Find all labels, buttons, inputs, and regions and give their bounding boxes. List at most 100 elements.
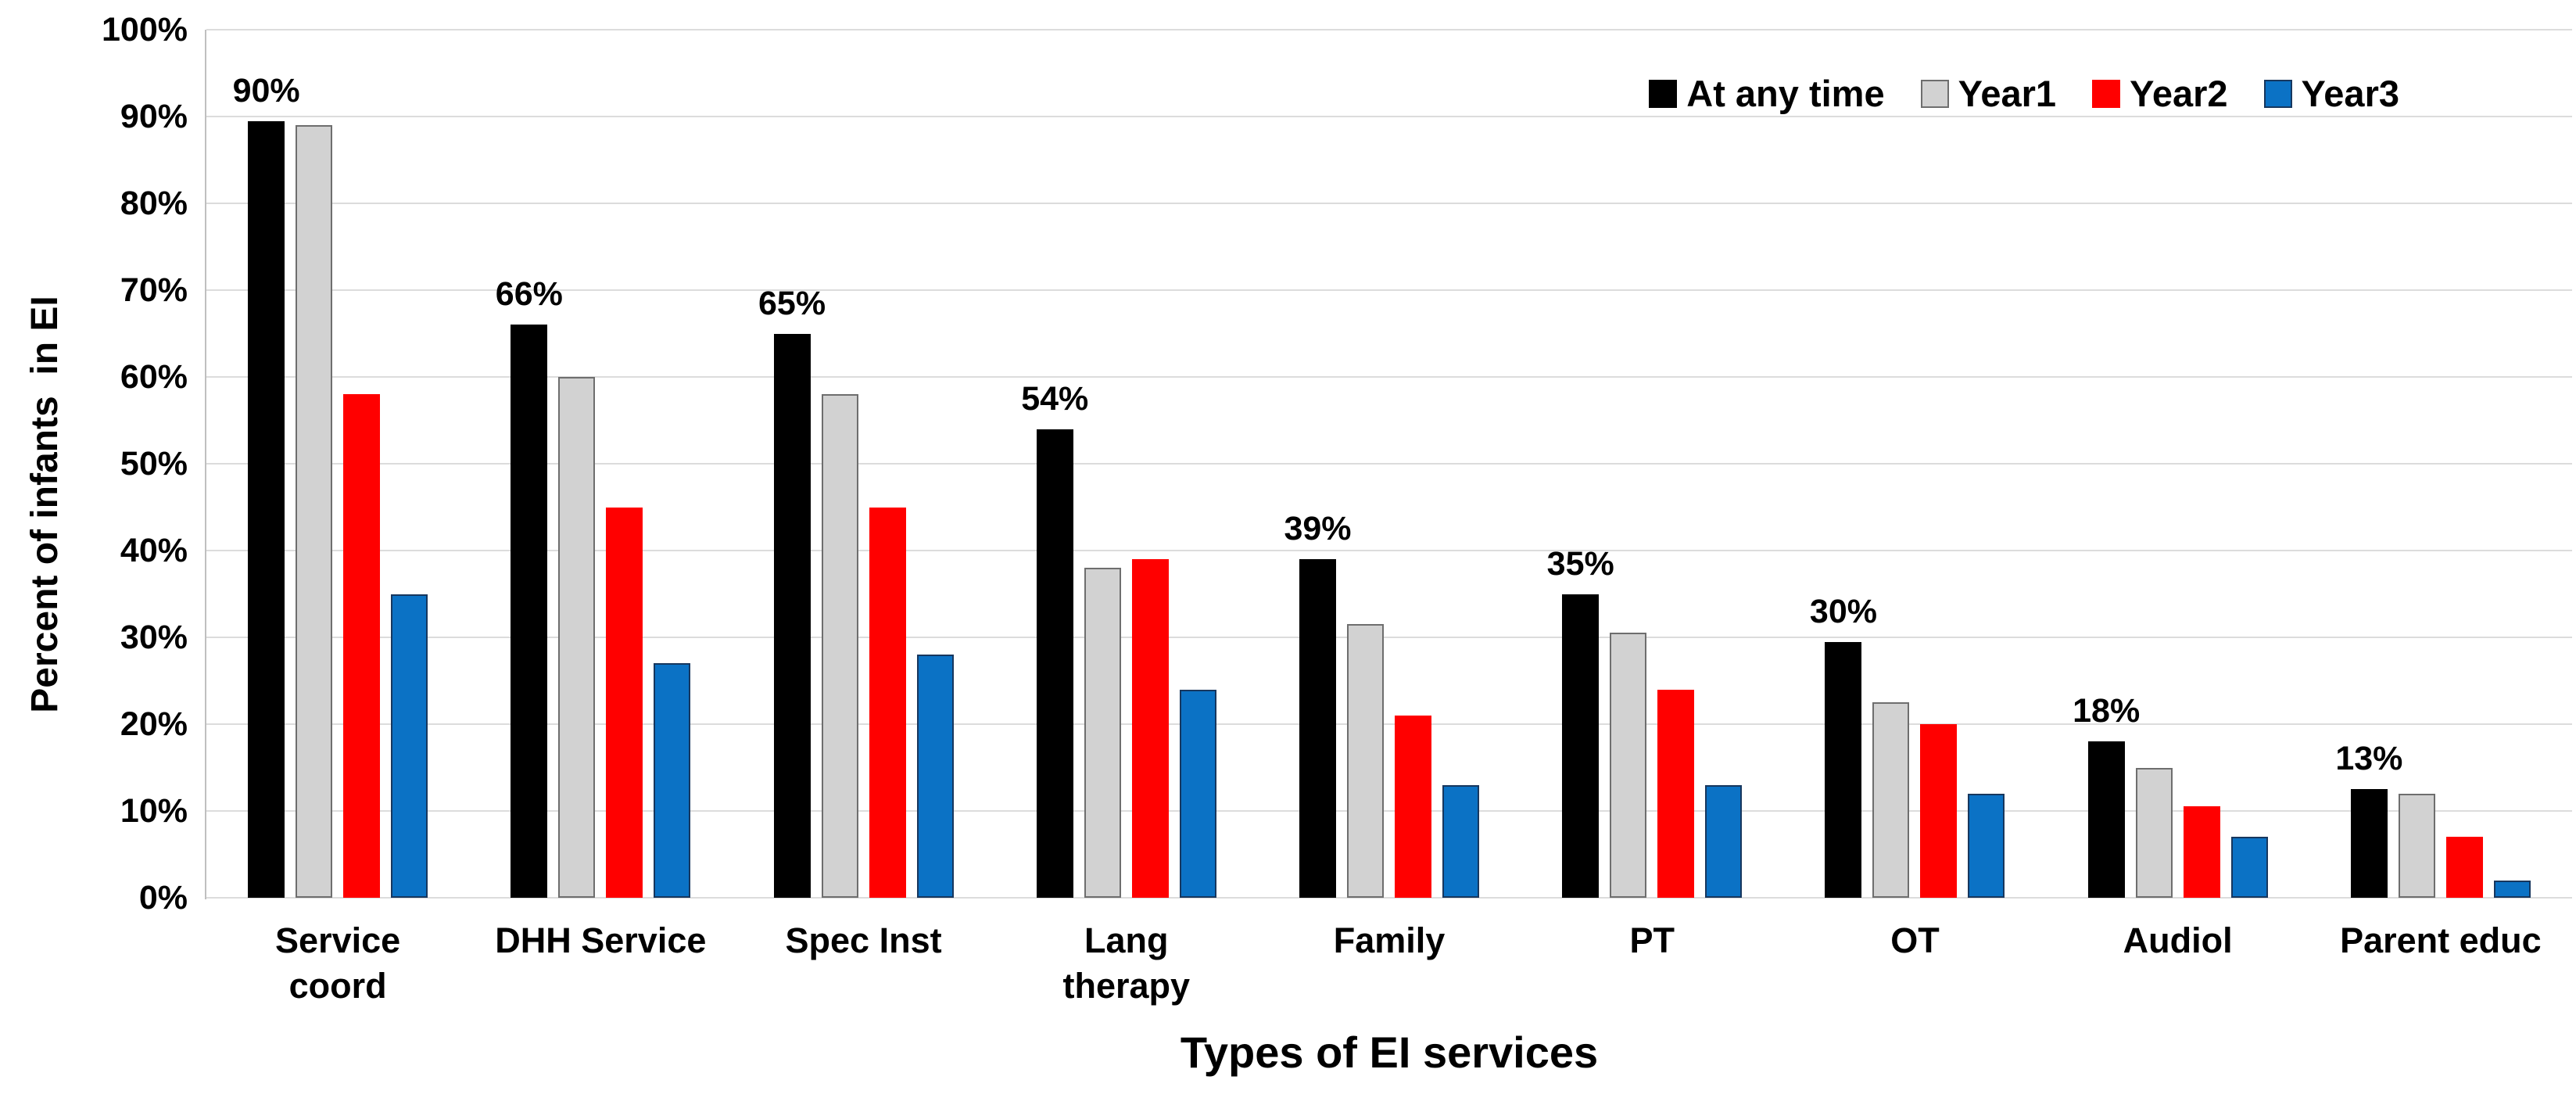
- legend-label: At any time: [1686, 73, 1885, 114]
- bar-at-any-time-spec-inst: [773, 333, 811, 898]
- category-label-pt: PT: [1521, 918, 1783, 963]
- bar-value-label: 66%: [495, 275, 563, 314]
- legend-item-year2: Year2: [2092, 73, 2228, 114]
- legend-label: Year2: [2130, 73, 2228, 114]
- legend-swatch-year1: [1920, 79, 1949, 108]
- category-label-line: PT: [1629, 920, 1675, 960]
- y-tick-label: 0%: [138, 879, 188, 917]
- bar-year1-service-coord: [296, 125, 333, 898]
- category-label-line: OT: [1890, 920, 1940, 960]
- gridline: [206, 810, 2572, 812]
- y-tick-label: 30%: [120, 619, 188, 656]
- bar-year2-dhh-service: [606, 507, 643, 898]
- y-tick-label: 40%: [120, 532, 188, 569]
- bar-year3-lang-therapy: [1179, 689, 1216, 898]
- category-label-family: Family: [1258, 918, 1521, 963]
- gridline: [206, 376, 2572, 378]
- y-tick-label: 80%: [120, 185, 188, 222]
- y-tick-label: 10%: [120, 792, 188, 830]
- category-label-line: coord: [288, 966, 387, 1006]
- legend-swatch-year2: [2092, 79, 2121, 108]
- category-label-lang-therapy: Lang therapy: [995, 918, 1258, 1009]
- bar-at-any-time-audiol: [2087, 741, 2125, 898]
- gridline: [206, 289, 2572, 291]
- x-axis-title: Types of EI services: [1180, 1028, 1599, 1077]
- category-label-audiol: Audiol: [2047, 918, 2309, 963]
- y-axis-line: [205, 30, 206, 899]
- bar-value-label: 18%: [2073, 692, 2141, 730]
- bar-year2-family: [1395, 715, 1431, 898]
- bar-year3-family: [1442, 784, 1479, 898]
- gridline: [206, 116, 2572, 117]
- bar-at-any-time-ot: [1825, 641, 1862, 898]
- gridline: [206, 203, 2572, 204]
- y-tick-label: 90%: [120, 98, 188, 135]
- bar-year3-spec-inst: [916, 655, 954, 898]
- y-tick-label: 50%: [120, 445, 188, 483]
- bar-year3-service-coord: [391, 594, 428, 898]
- bar-value-label: 35%: [1546, 544, 1614, 583]
- category-label-line: Service: [275, 920, 401, 960]
- legend-swatch-year3: [2263, 79, 2292, 108]
- legend-item-year3: Year3: [2263, 73, 2399, 114]
- bar-year3-ot: [1968, 793, 2005, 898]
- bar-year3-parent-educ: [2493, 880, 2531, 898]
- category-label-line: Spec Inst: [785, 920, 942, 960]
- bar-at-any-time-parent-educ: [2350, 789, 2388, 898]
- bar-value-label: 90%: [232, 71, 300, 109]
- category-label-service-coord: Service coord: [206, 918, 469, 1009]
- gridline: [206, 29, 2572, 30]
- category-label-line: Audiol: [2123, 920, 2233, 960]
- bar-at-any-time-pt: [1562, 594, 1600, 898]
- y-tick-label: 100%: [102, 11, 188, 48]
- bar-at-any-time-service-coord: [248, 120, 285, 898]
- gridline: [206, 723, 2572, 725]
- category-label-line: Family: [1333, 920, 1446, 960]
- bar-year1-ot: [1872, 702, 1910, 898]
- bar-at-any-time-family: [1299, 559, 1336, 898]
- bar-at-any-time-dhh-service: [511, 325, 548, 898]
- gridline: [206, 897, 2572, 899]
- y-tick-label: 20%: [120, 705, 188, 743]
- bar-year2-parent-educ: [2445, 837, 2483, 898]
- category-label-line: therapy: [1062, 966, 1191, 1006]
- category-label-parent-educ: Parent educ: [2309, 918, 2572, 963]
- legend-item-year1: Year1: [1920, 73, 2057, 114]
- bar-year3-audiol: [2230, 837, 2268, 898]
- bar-value-label: 30%: [1809, 592, 1877, 630]
- category-label-line: Parent educ: [2340, 920, 2542, 960]
- legend-label: Year1: [1958, 73, 2057, 114]
- y-tick-label: 70%: [120, 271, 188, 309]
- bar-year1-spec-inst: [821, 394, 858, 898]
- y-tick-label: 60%: [120, 358, 188, 396]
- gridline: [206, 463, 2572, 465]
- bar-value-label: 39%: [1284, 510, 1352, 548]
- category-label-ot: OT: [1783, 918, 2046, 963]
- bar-year2-service-coord: [343, 394, 381, 898]
- bar-year1-dhh-service: [558, 377, 596, 898]
- bar-year3-dhh-service: [654, 663, 691, 898]
- bar-year1-family: [1347, 624, 1384, 898]
- category-label-spec-inst: Spec Inst: [732, 918, 994, 963]
- gridline: [206, 637, 2572, 638]
- legend-label: Year3: [2301, 73, 2399, 114]
- gridline: [206, 550, 2572, 551]
- bar-year1-parent-educ: [2398, 793, 2435, 898]
- bar-value-label: 54%: [1021, 379, 1089, 418]
- bar-year2-audiol: [2183, 806, 2220, 898]
- bar-at-any-time-lang-therapy: [1036, 429, 1073, 898]
- bar-year2-pt: [1657, 689, 1695, 898]
- category-label-dhh-service: DHH Service: [469, 918, 732, 963]
- bar-year1-lang-therapy: [1084, 568, 1121, 898]
- bar-value-label: 13%: [2335, 740, 2403, 778]
- bar-year3-pt: [1705, 784, 1743, 898]
- category-label-line: DHH Service: [495, 920, 707, 960]
- bar-year1-pt: [1610, 633, 1647, 898]
- legend-swatch-at-any-time: [1649, 79, 1678, 108]
- bar-year2-ot: [1920, 724, 1958, 898]
- bar-year2-spec-inst: [869, 507, 906, 898]
- bar-year2-lang-therapy: [1131, 559, 1169, 898]
- legend-item-at-any-time: At any time: [1649, 73, 1885, 114]
- legend: At any time Year1 Year2 Year3: [1649, 75, 2399, 112]
